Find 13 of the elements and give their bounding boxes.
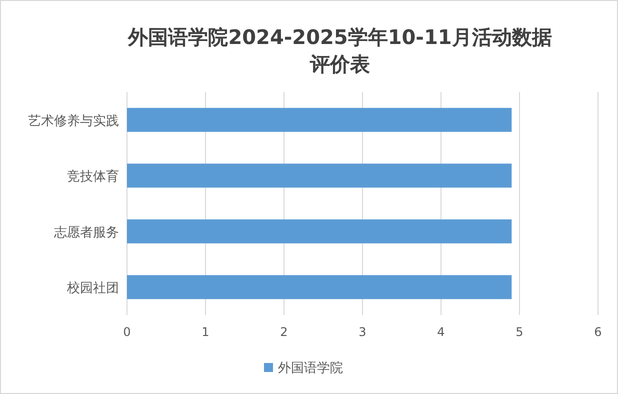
x-tick-label: 4 [437, 325, 445, 339]
legend-label: 外国语学院 [278, 361, 343, 376]
y-tick-label: 校园社团 [66, 281, 119, 296]
y-tick-label: 艺术修养与实践 [28, 112, 119, 129]
y-tick-label: 竞技体育 [67, 168, 119, 185]
title: 外国语学院2024-2025学年10-11月活动数据评价表 [128, 25, 552, 76]
y-tick-label: 志愿者服务 [54, 225, 119, 240]
x-tick-label: 1 [202, 325, 210, 339]
x-tick-label: 3 [358, 325, 366, 339]
x-tick-label: 2 [280, 325, 288, 339]
x-tick-label: 6 [594, 325, 602, 339]
x-tick-label: 5 [516, 325, 524, 339]
x-tick-label: 0 [123, 325, 131, 339]
